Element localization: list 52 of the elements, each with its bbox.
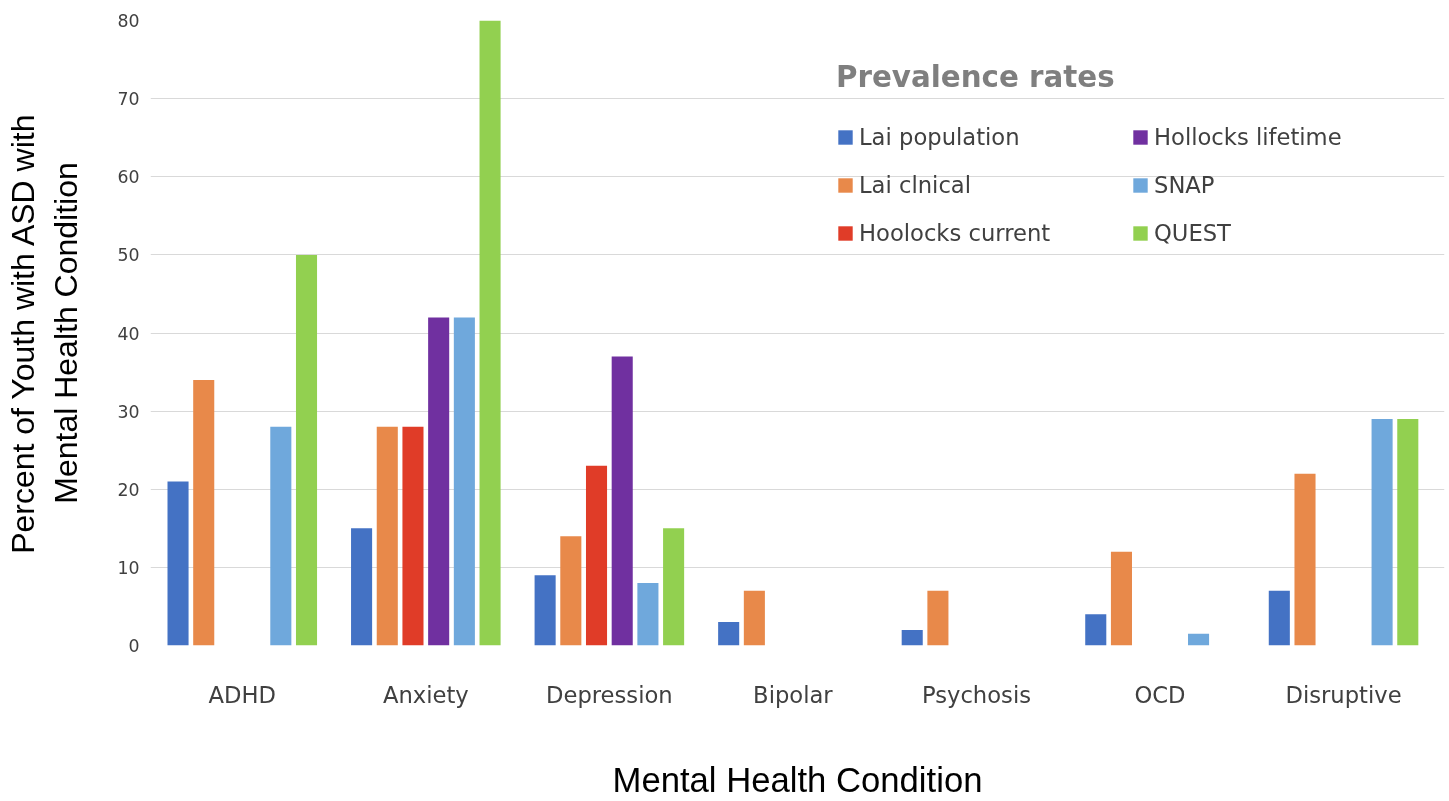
bar [270,426,292,646]
x-tick-label: ADHD [208,681,276,708]
bar [611,356,633,646]
bar [193,379,215,646]
bar [901,629,923,646]
bar [1188,633,1210,646]
bar [663,528,685,646]
bar [560,536,582,646]
bar [1397,418,1419,646]
x-tick-label: Bipolar [753,681,834,708]
legend-label: Lai clnical [859,172,973,198]
x-tick-label: Depression [546,681,673,708]
bar [585,465,608,646]
x-tick-label: Psychosis [921,681,1031,708]
legend-label: SNAP [1154,172,1216,198]
bar [927,590,949,646]
bar [479,20,501,646]
y-tick-label: 50 [117,245,140,266]
legend-label: Lai population [859,124,1021,150]
bar [167,481,189,646]
x-tick-label: Disruptive [1285,681,1402,708]
bar [1294,473,1316,646]
bar [402,426,424,646]
bar [295,254,318,646]
legend-label: QUEST [1154,220,1232,246]
bar [1371,418,1393,646]
bar [1085,614,1107,646]
y-axis-title: Percent of Youth with ASD with Mental Health Condition [5,114,85,554]
bar [376,426,398,646]
y-tick-label: 0 [128,636,140,656]
bar [1110,551,1132,646]
bar [428,317,450,646]
y-tick-label: 10 [117,557,140,578]
bar [637,583,659,646]
bar [1268,590,1290,646]
legend-title: Prevalence rates [836,60,1116,94]
y-tick-label: 20 [117,479,140,500]
y-tick-label: 60 [117,167,140,188]
legend-label: Hollocks lifetime [1154,124,1343,150]
x-tick-label: Anxiety [382,681,469,708]
x-tick-label: OCD [1134,681,1186,708]
y-tick-label: 80 [117,11,140,31]
bar [534,575,556,646]
bar [351,528,373,646]
bar [453,317,475,646]
x-axis-title: Mental Health Condition [612,760,983,799]
bar [718,622,740,646]
legend-label: Hoolocks current [859,220,1052,246]
y-tick-label: 30 [117,401,140,422]
y-tick-label: 40 [117,323,140,344]
y-tick-label: 70 [117,89,140,110]
bar [743,590,765,646]
